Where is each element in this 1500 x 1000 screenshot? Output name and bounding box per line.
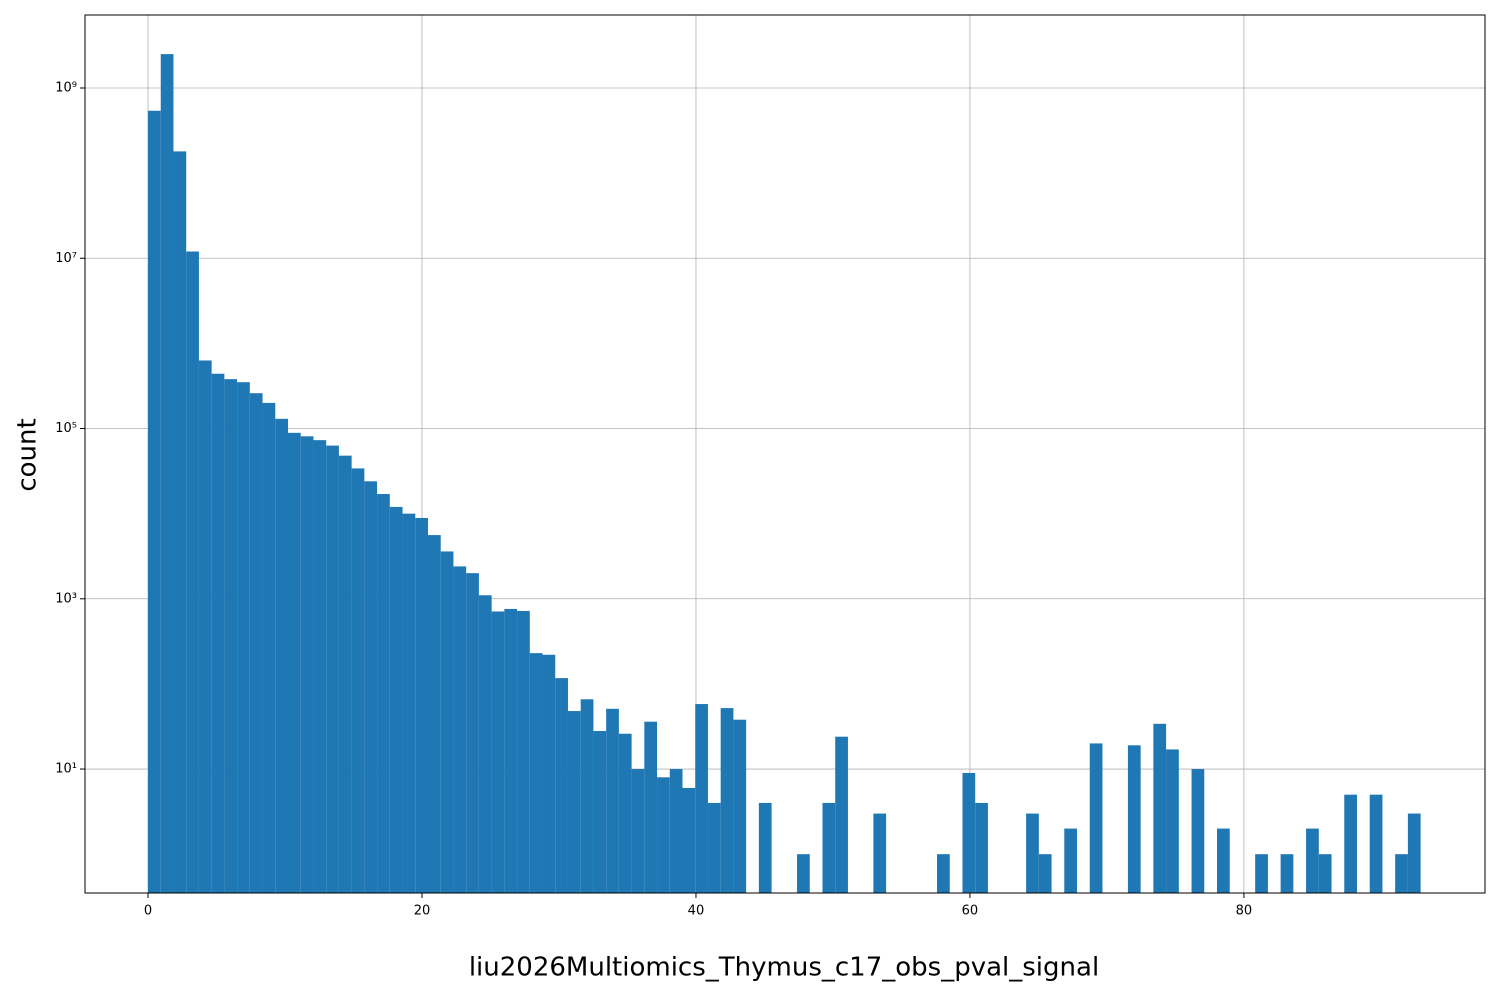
bar xyxy=(1407,813,1421,893)
bar xyxy=(1369,794,1383,893)
bar xyxy=(517,610,530,893)
plot-frame xyxy=(84,14,1486,894)
bar xyxy=(288,432,301,893)
bar xyxy=(618,733,632,893)
bar xyxy=(453,566,467,893)
bar xyxy=(275,418,288,893)
bar xyxy=(1026,813,1039,893)
x-tick-label: 0 xyxy=(144,904,152,919)
bar xyxy=(962,772,976,893)
bar xyxy=(682,787,696,893)
bar xyxy=(1280,854,1294,893)
bar xyxy=(835,736,848,893)
bar xyxy=(606,708,619,893)
bar xyxy=(415,517,428,893)
y-tick-label: 10⁵ xyxy=(55,421,77,436)
bar xyxy=(237,382,250,893)
bar xyxy=(377,494,390,893)
bar xyxy=(758,802,772,893)
bar xyxy=(1217,828,1230,893)
x-tick-label: 60 xyxy=(962,904,979,919)
bar xyxy=(797,854,810,893)
bar xyxy=(173,151,187,893)
bar xyxy=(720,708,734,893)
y-tick-label: 10⁷ xyxy=(55,251,77,266)
bar xyxy=(657,777,670,893)
bar xyxy=(478,595,492,893)
bar xyxy=(351,468,365,893)
bar xyxy=(186,251,199,894)
bar xyxy=(733,719,747,893)
x-tick-label: 40 xyxy=(688,904,705,919)
y-tick-label: 10⁹ xyxy=(55,80,77,95)
bar xyxy=(644,721,658,893)
bar xyxy=(364,481,378,893)
bar xyxy=(262,402,276,893)
bar xyxy=(1166,749,1179,893)
bar xyxy=(440,551,454,893)
bar xyxy=(504,608,518,893)
bar xyxy=(1191,769,1205,893)
bar xyxy=(148,110,161,893)
bar xyxy=(1127,745,1141,893)
bar xyxy=(313,440,327,893)
bar xyxy=(160,54,174,893)
bar xyxy=(402,513,416,893)
bar xyxy=(466,573,479,893)
bar xyxy=(631,769,645,893)
bar xyxy=(695,704,708,893)
bar xyxy=(1064,828,1078,893)
bar xyxy=(555,678,568,893)
bar xyxy=(224,379,238,894)
bar xyxy=(1038,854,1052,893)
x-tick-label: 20 xyxy=(414,904,431,919)
bar xyxy=(593,730,607,893)
bar xyxy=(975,802,988,893)
bar xyxy=(1344,794,1357,893)
y-tick-label: 10³ xyxy=(55,591,77,606)
bar xyxy=(211,373,225,893)
bar xyxy=(1395,854,1408,893)
bar xyxy=(580,699,594,893)
bar xyxy=(529,653,543,893)
bar xyxy=(1306,828,1319,893)
bar xyxy=(338,455,352,893)
y-tick-label: 10¹ xyxy=(55,762,77,777)
bar xyxy=(1153,723,1167,893)
bar xyxy=(427,535,441,893)
bar xyxy=(300,436,314,893)
bar xyxy=(326,445,339,893)
bar xyxy=(669,769,683,893)
bar xyxy=(542,654,556,893)
bar xyxy=(389,506,403,893)
bar xyxy=(249,393,263,893)
y-axis-label: count xyxy=(13,418,43,491)
bar xyxy=(822,802,836,893)
bar xyxy=(567,711,581,893)
x-tick-label: 80 xyxy=(1236,904,1253,919)
bar xyxy=(937,854,950,893)
bar xyxy=(1089,743,1103,893)
bar xyxy=(1255,854,1268,893)
bar xyxy=(707,802,721,893)
bar xyxy=(873,813,887,893)
bar xyxy=(1318,854,1332,893)
bar xyxy=(198,360,212,893)
bar xyxy=(491,611,505,893)
x-axis-label: liu2026Multiomics_Thymus_c17_obs_pval_si… xyxy=(469,953,1099,983)
